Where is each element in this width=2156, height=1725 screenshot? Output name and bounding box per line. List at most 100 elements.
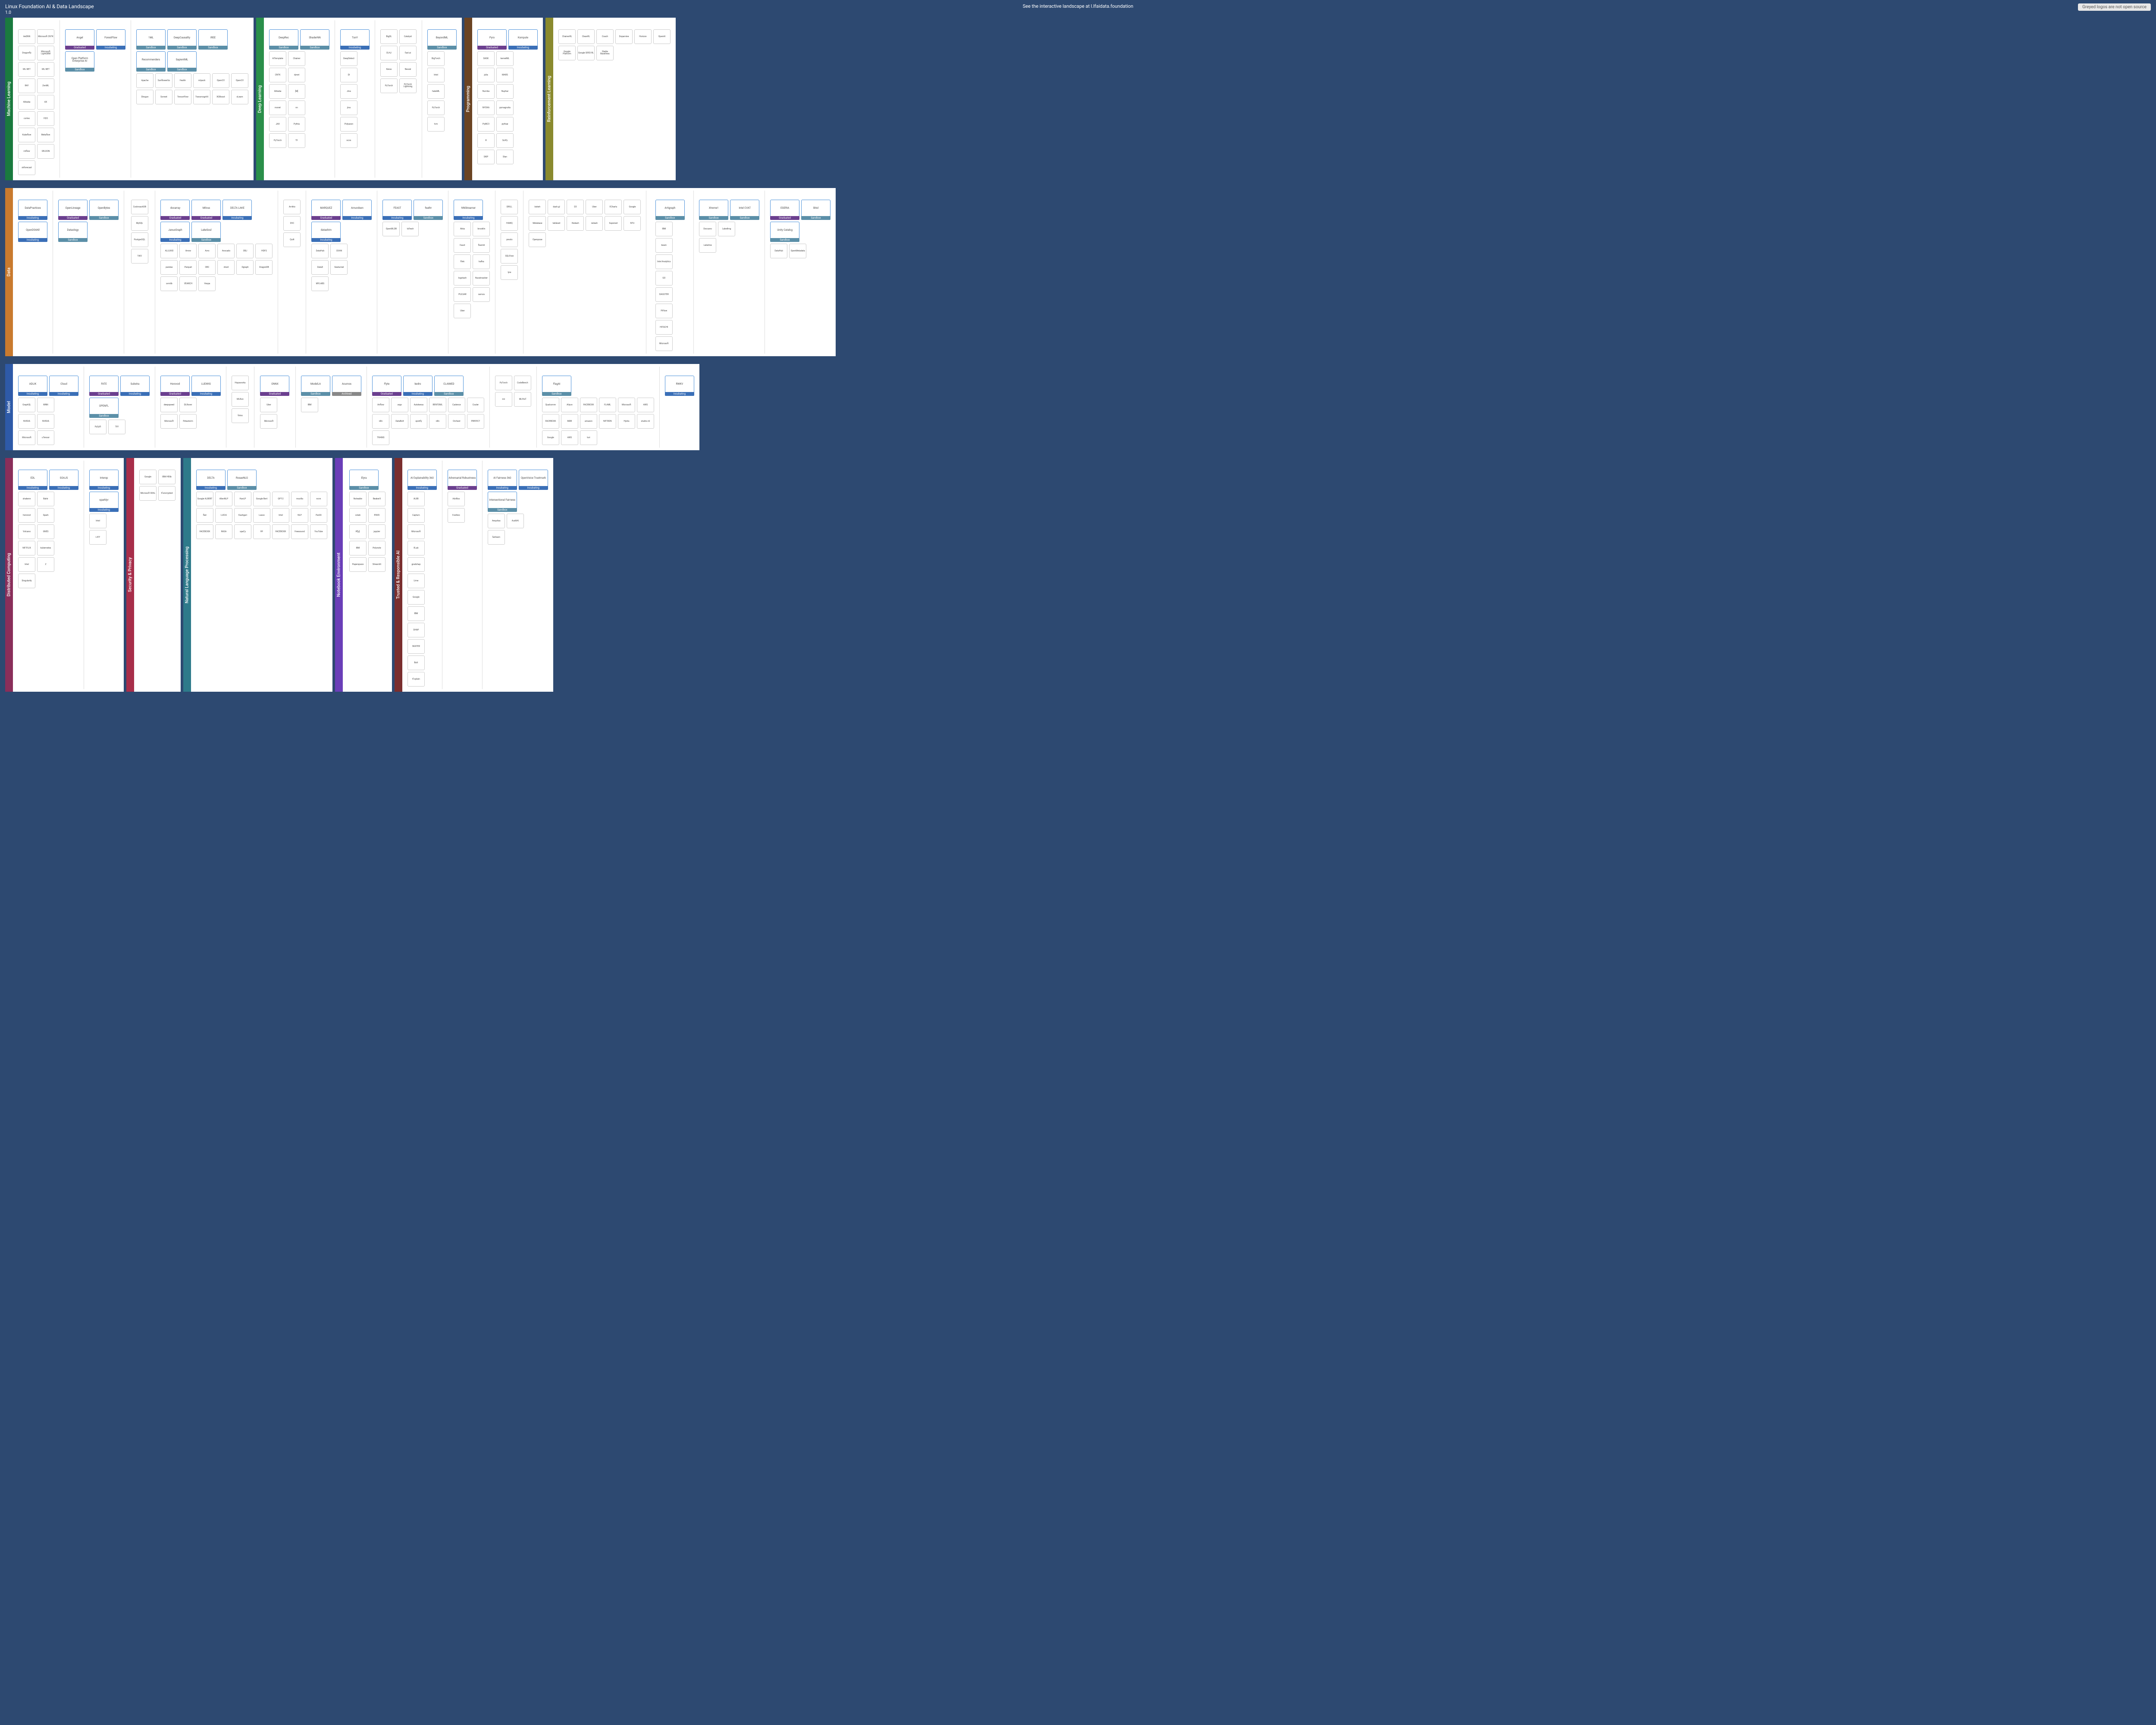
logo-card[interactable]: SKIP bbox=[477, 150, 495, 164]
logo-card[interactable]: tf-encrypted bbox=[158, 486, 175, 501]
featured-card[interactable]: kedroIncubating bbox=[403, 376, 432, 396]
logo-card[interactable]: Faust bbox=[454, 238, 471, 253]
logo-card-large[interactable]: Angel bbox=[65, 29, 94, 47]
logo-card[interactable]: DASK bbox=[477, 51, 495, 66]
logo-card[interactable]: logstash bbox=[454, 271, 471, 285]
logo-card[interactable]: AWS bbox=[637, 398, 654, 412]
logo-card[interactable]: PyTorch bbox=[269, 133, 286, 148]
logo-card[interactable]: Freesound bbox=[291, 524, 308, 539]
logo-card[interactable]: jupyter bbox=[368, 524, 385, 539]
featured-card[interactable]: ShaderNNSandbox bbox=[300, 29, 329, 50]
logo-card[interactable]: D3 bbox=[567, 200, 584, 214]
logo-card[interactable]: Petastorm bbox=[179, 414, 197, 429]
featured-card[interactable]: FEASTIncubating bbox=[382, 200, 412, 220]
featured-card[interactable]: OpenBytesSandbox bbox=[89, 200, 119, 220]
logo-card[interactable]: Nuphar bbox=[496, 84, 514, 99]
logo-card[interactable]: Noteable bbox=[349, 492, 367, 506]
logo-card[interactable]: Polyaxon bbox=[340, 117, 357, 132]
logo-card[interactable]: PiFlow bbox=[655, 304, 673, 318]
logo-card[interactable]: deepspeed bbox=[160, 398, 178, 412]
logo-card[interactable]: SQLFlow bbox=[501, 249, 518, 263]
logo-card[interactable]: Intel bbox=[272, 508, 289, 523]
logo-card[interactable]: DRILL bbox=[501, 200, 518, 214]
logo-card[interactable]: Nussknacker bbox=[473, 271, 490, 285]
logo-card-large[interactable]: Cloud bbox=[49, 376, 78, 393]
logo-card[interactable]: DVC bbox=[283, 216, 301, 231]
logo-card[interactable]: DLRover bbox=[179, 398, 197, 412]
logo-card-large[interactable]: Elyra bbox=[349, 470, 379, 487]
logo-card[interactable]: OBJ bbox=[236, 244, 254, 258]
logo-card-large[interactable]: Intersectional Fairness bbox=[488, 492, 517, 509]
logo-card[interactable]: SciPy bbox=[496, 133, 514, 148]
logo-card[interactable]: NTU bbox=[624, 216, 641, 231]
featured-card[interactable]: KomputeIncubating bbox=[508, 29, 538, 50]
logo-card[interactable]: pymagnolia bbox=[496, 100, 514, 115]
logo-card-large[interactable]: DataPractices bbox=[18, 200, 47, 217]
logo-card[interactable]: PyTorch Lightning bbox=[399, 78, 417, 93]
featured-card[interactable]: SOAJSIncubating bbox=[49, 470, 78, 490]
logo-card[interactable]: shakenn bbox=[18, 492, 35, 506]
logo-card[interactable]: Jina bbox=[340, 84, 357, 99]
logo-card[interactable]: nni bbox=[495, 392, 512, 407]
logo-card[interactable]: Aequitas bbox=[488, 514, 505, 528]
logo-card[interactable]: AeDNN bbox=[18, 29, 35, 44]
logo-card-large[interactable]: OPENFL bbox=[89, 398, 119, 415]
featured-card[interactable]: LakeSoulSandbox bbox=[191, 222, 221, 242]
logo-card[interactable]: mlflow bbox=[18, 144, 35, 159]
logo-card[interactable]: IBM HElib bbox=[158, 470, 175, 484]
logo-card[interactable]: XGBoost bbox=[212, 90, 229, 104]
logo-card[interactable]: fairlearn bbox=[488, 530, 505, 545]
logo-card[interactable]: Stable Baselines bbox=[596, 46, 614, 60]
logo-card[interactable]: GNES bbox=[37, 524, 54, 539]
logo-card-large[interactable]: OpenBytes bbox=[89, 200, 119, 217]
logo-card[interactable]: FACEBOOK bbox=[542, 414, 559, 429]
logo-card-large[interactable]: Artigraph bbox=[655, 200, 685, 217]
logo-card[interactable]: HDFS bbox=[255, 244, 273, 258]
logo-card[interactable]: Lasso bbox=[253, 508, 270, 523]
logo-card[interactable]: pythae bbox=[496, 117, 514, 132]
logo-card-large[interactable]: MARQUEZ bbox=[311, 200, 341, 217]
logo-card[interactable]: HF bbox=[253, 524, 270, 539]
logo-card[interactable]: DataBolt bbox=[391, 414, 408, 429]
logo-card[interactable]: ORC bbox=[198, 260, 216, 275]
logo-card[interactable]: Google SEED RL bbox=[577, 46, 595, 60]
logo-card[interactable]: AITemplate bbox=[269, 51, 286, 66]
logo-card[interactable]: Sonnet bbox=[155, 90, 172, 104]
logo-card[interactable]: skforecast bbox=[18, 160, 35, 175]
logo-card[interactable]: HanLP bbox=[234, 492, 251, 506]
logo-card-large[interactable]: ShaderNN bbox=[300, 29, 329, 47]
logo-card[interactable]: fotos bbox=[232, 408, 249, 423]
logo-card[interactable]: pandas bbox=[160, 260, 178, 275]
logo-card[interactable]: HAWQ bbox=[501, 216, 518, 231]
logo-card[interactable]: Hopsworks bbox=[232, 376, 249, 390]
logo-card[interactable]: Apache bbox=[136, 73, 154, 88]
logo-card[interactable]: mlpack bbox=[193, 73, 210, 88]
featured-card[interactable]: FlyteGraduated bbox=[372, 376, 401, 396]
logo-card[interactable]: turi bbox=[580, 430, 597, 445]
logo-card[interactable]: Intel bbox=[427, 68, 445, 82]
logo-card[interactable]: DL4J bbox=[380, 46, 398, 60]
featured-card[interactable]: ArtigraphSandbox bbox=[655, 200, 685, 220]
logo-card[interactable]: H2O bbox=[37, 111, 54, 126]
logo-card-large[interactable]: Substra bbox=[120, 376, 150, 393]
logo-card[interactable]: SHAP bbox=[407, 623, 425, 637]
logo-card[interactable]: AllenNLP bbox=[215, 492, 232, 506]
logo-card[interactable]: ChainerRL bbox=[558, 29, 576, 44]
featured-card[interactable]: datashimIncubating bbox=[311, 222, 341, 242]
logo-card[interactable]: ML.NET bbox=[37, 62, 54, 77]
logo-card[interactable]: flair bbox=[196, 508, 213, 523]
logo-card[interactable]: Microsoft bbox=[407, 524, 425, 539]
logo-card[interactable]: AX bbox=[37, 95, 54, 110]
logo-card[interactable]: SunflowerGo bbox=[155, 73, 172, 88]
logo-card[interactable]: Hydra bbox=[618, 414, 635, 429]
logo-card[interactable]: Quilt bbox=[283, 232, 301, 247]
logo-card-large[interactable]: kedro bbox=[403, 376, 432, 393]
logo-card[interactable]: Avro bbox=[198, 244, 216, 258]
logo-card[interactable]: fast.ai bbox=[399, 46, 417, 60]
featured-card[interactable]: Intersectional FairnessSandbox bbox=[488, 492, 517, 512]
logo-card[interactable]: Google bbox=[139, 470, 157, 484]
logo-card[interactable]: PREFECT bbox=[467, 414, 484, 429]
logo-card[interactable]: OpenAI bbox=[653, 29, 671, 44]
featured-card[interactable]: SubstraIncubating bbox=[120, 376, 150, 396]
logo-card[interactable]: DAGSTER bbox=[655, 287, 673, 302]
